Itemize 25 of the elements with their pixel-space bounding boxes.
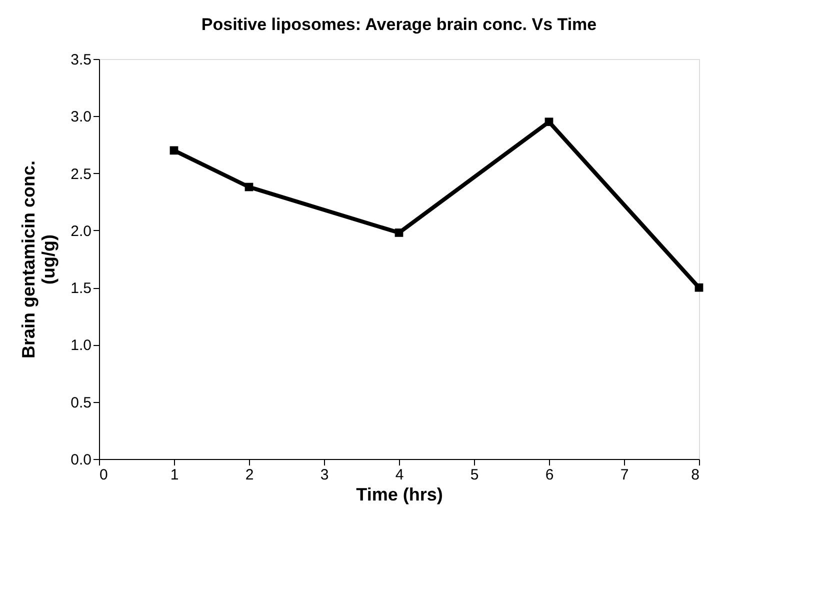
point xyxy=(394,228,404,237)
x-tick-label: 8 xyxy=(691,466,700,484)
y-axis-title: Brain gentamicin conc. (ug/g) xyxy=(18,160,59,359)
y-tick-label: 0.0 xyxy=(70,452,92,468)
x-tick-label: 6 xyxy=(545,466,554,484)
x-axis-title: Time (hrs) xyxy=(356,484,443,504)
chart-title: Positive liposomes: Average brain conc. Vs Time xyxy=(201,15,597,34)
y-tick-label: 3.0 xyxy=(70,108,92,126)
x-tick-label: 1 xyxy=(170,466,179,484)
point xyxy=(544,118,554,126)
y-tick-label: 3.5 xyxy=(70,52,92,68)
point xyxy=(694,283,704,292)
y-tick-label: 1.5 xyxy=(70,280,92,298)
x-tick-label: 7 xyxy=(620,466,629,484)
point xyxy=(170,146,178,155)
x-tick-label: 4 xyxy=(395,466,404,484)
point xyxy=(244,182,254,192)
x-tick-label: 0 xyxy=(100,466,108,484)
x-tick-label: 3 xyxy=(320,466,329,484)
y-tick-label: 2.0 xyxy=(70,222,92,240)
y-tick-label: 0.5 xyxy=(70,394,92,412)
y-tick-label: 1.0 xyxy=(70,337,92,354)
y-tick-label: 2.5 xyxy=(70,166,92,183)
x-tick-label: 2 xyxy=(245,466,254,484)
x-tick-label: 5 xyxy=(470,466,479,484)
